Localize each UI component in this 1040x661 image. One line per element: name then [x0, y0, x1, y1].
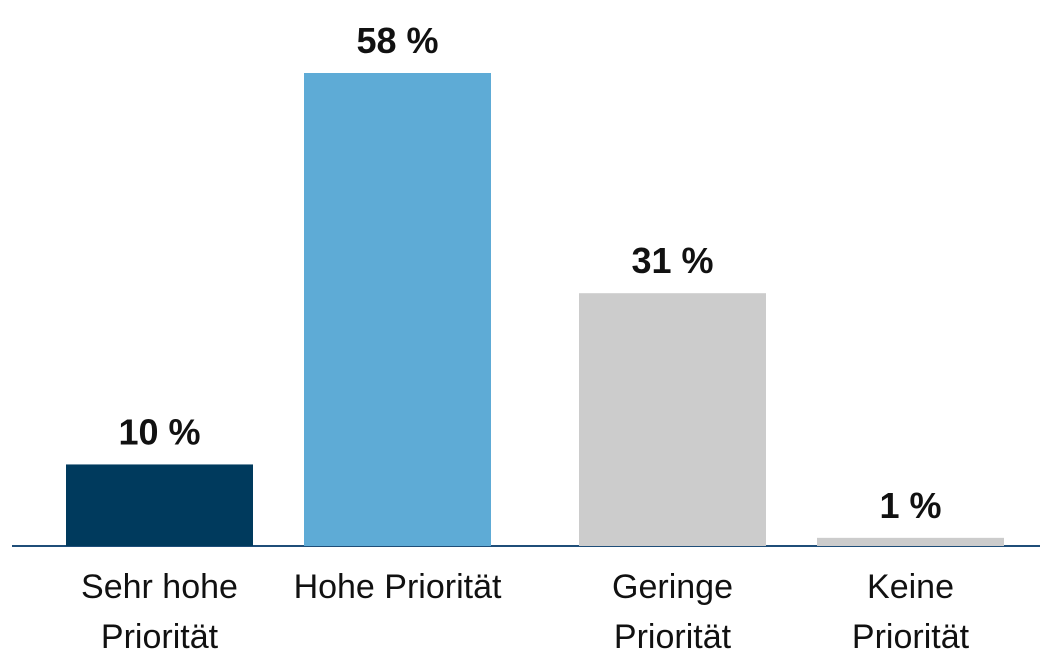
bar [817, 537, 1004, 546]
x-tick-label: Geringe Priorität [612, 568, 733, 656]
bar [66, 464, 253, 546]
x-tick-label: Hohe Priorität [293, 568, 502, 606]
bar [579, 293, 766, 546]
bar [304, 73, 491, 546]
value-label: 31 % [631, 240, 713, 281]
x-tick-label: Keine Priorität [851, 568, 970, 656]
value-label: 10 % [118, 411, 200, 452]
value-label: 1 % [879, 485, 941, 526]
value-label: 58 % [356, 20, 438, 61]
x-tick-label: Sehr hohe Priorität [81, 568, 238, 656]
